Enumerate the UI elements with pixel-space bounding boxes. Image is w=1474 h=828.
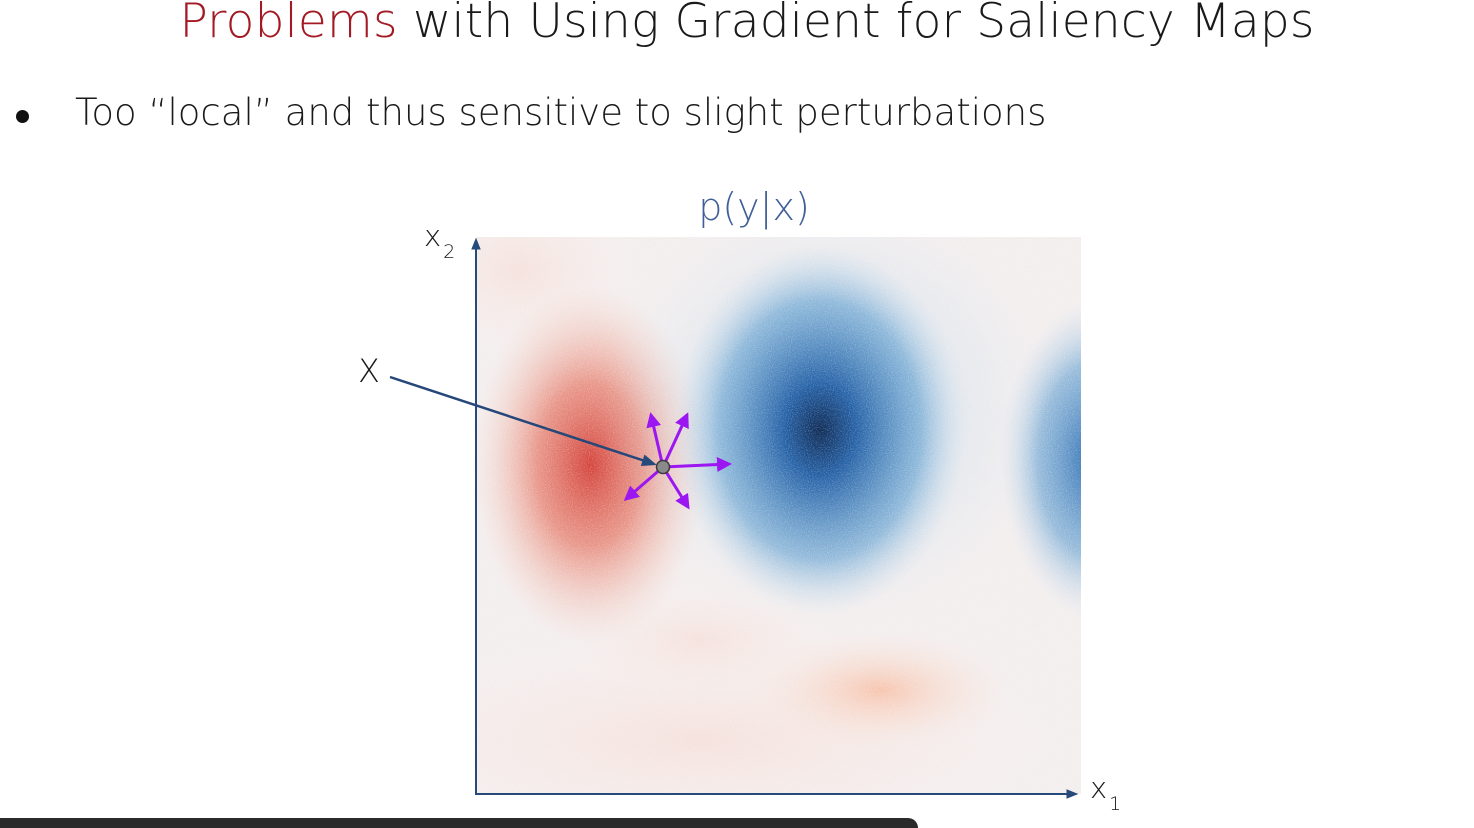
point-pointer-arrow <box>389 375 657 466</box>
bullet-text: Too “local” and thus sensitive to slight… <box>75 90 1047 134</box>
y-axis-label-var: x <box>424 219 441 253</box>
slide-title-rest: with Using Gradient for Saliency Maps <box>397 0 1315 49</box>
slide-title-accent: Problems <box>179 0 398 49</box>
data-point-x <box>655 459 671 475</box>
video-player-bar <box>0 818 918 828</box>
perturbation-arrow-right <box>662 457 732 473</box>
plot-title: p(y|x) <box>698 185 810 230</box>
y-axis-label-sub: 2 <box>443 241 455 263</box>
slide-title: Problems with Using Gradient for Salienc… <box>0 0 1474 49</box>
point-label: X <box>358 352 380 390</box>
probability-heatmap <box>476 237 1081 794</box>
perturbation-arrow-up <box>646 412 665 468</box>
bullet-item: Too “local” and thus sensitive to slight… <box>16 84 1046 140</box>
bullet-point-icon <box>16 109 29 123</box>
perturbation-arrow-down-left <box>623 465 664 501</box>
perturbation-arrow-up-right <box>661 412 689 468</box>
perturbation-arrows <box>623 412 732 510</box>
perturbation-arrow-down-right <box>661 466 690 510</box>
x-axis-label-var: x <box>1090 771 1107 805</box>
x-axis-label-sub: 1 <box>1109 793 1121 815</box>
